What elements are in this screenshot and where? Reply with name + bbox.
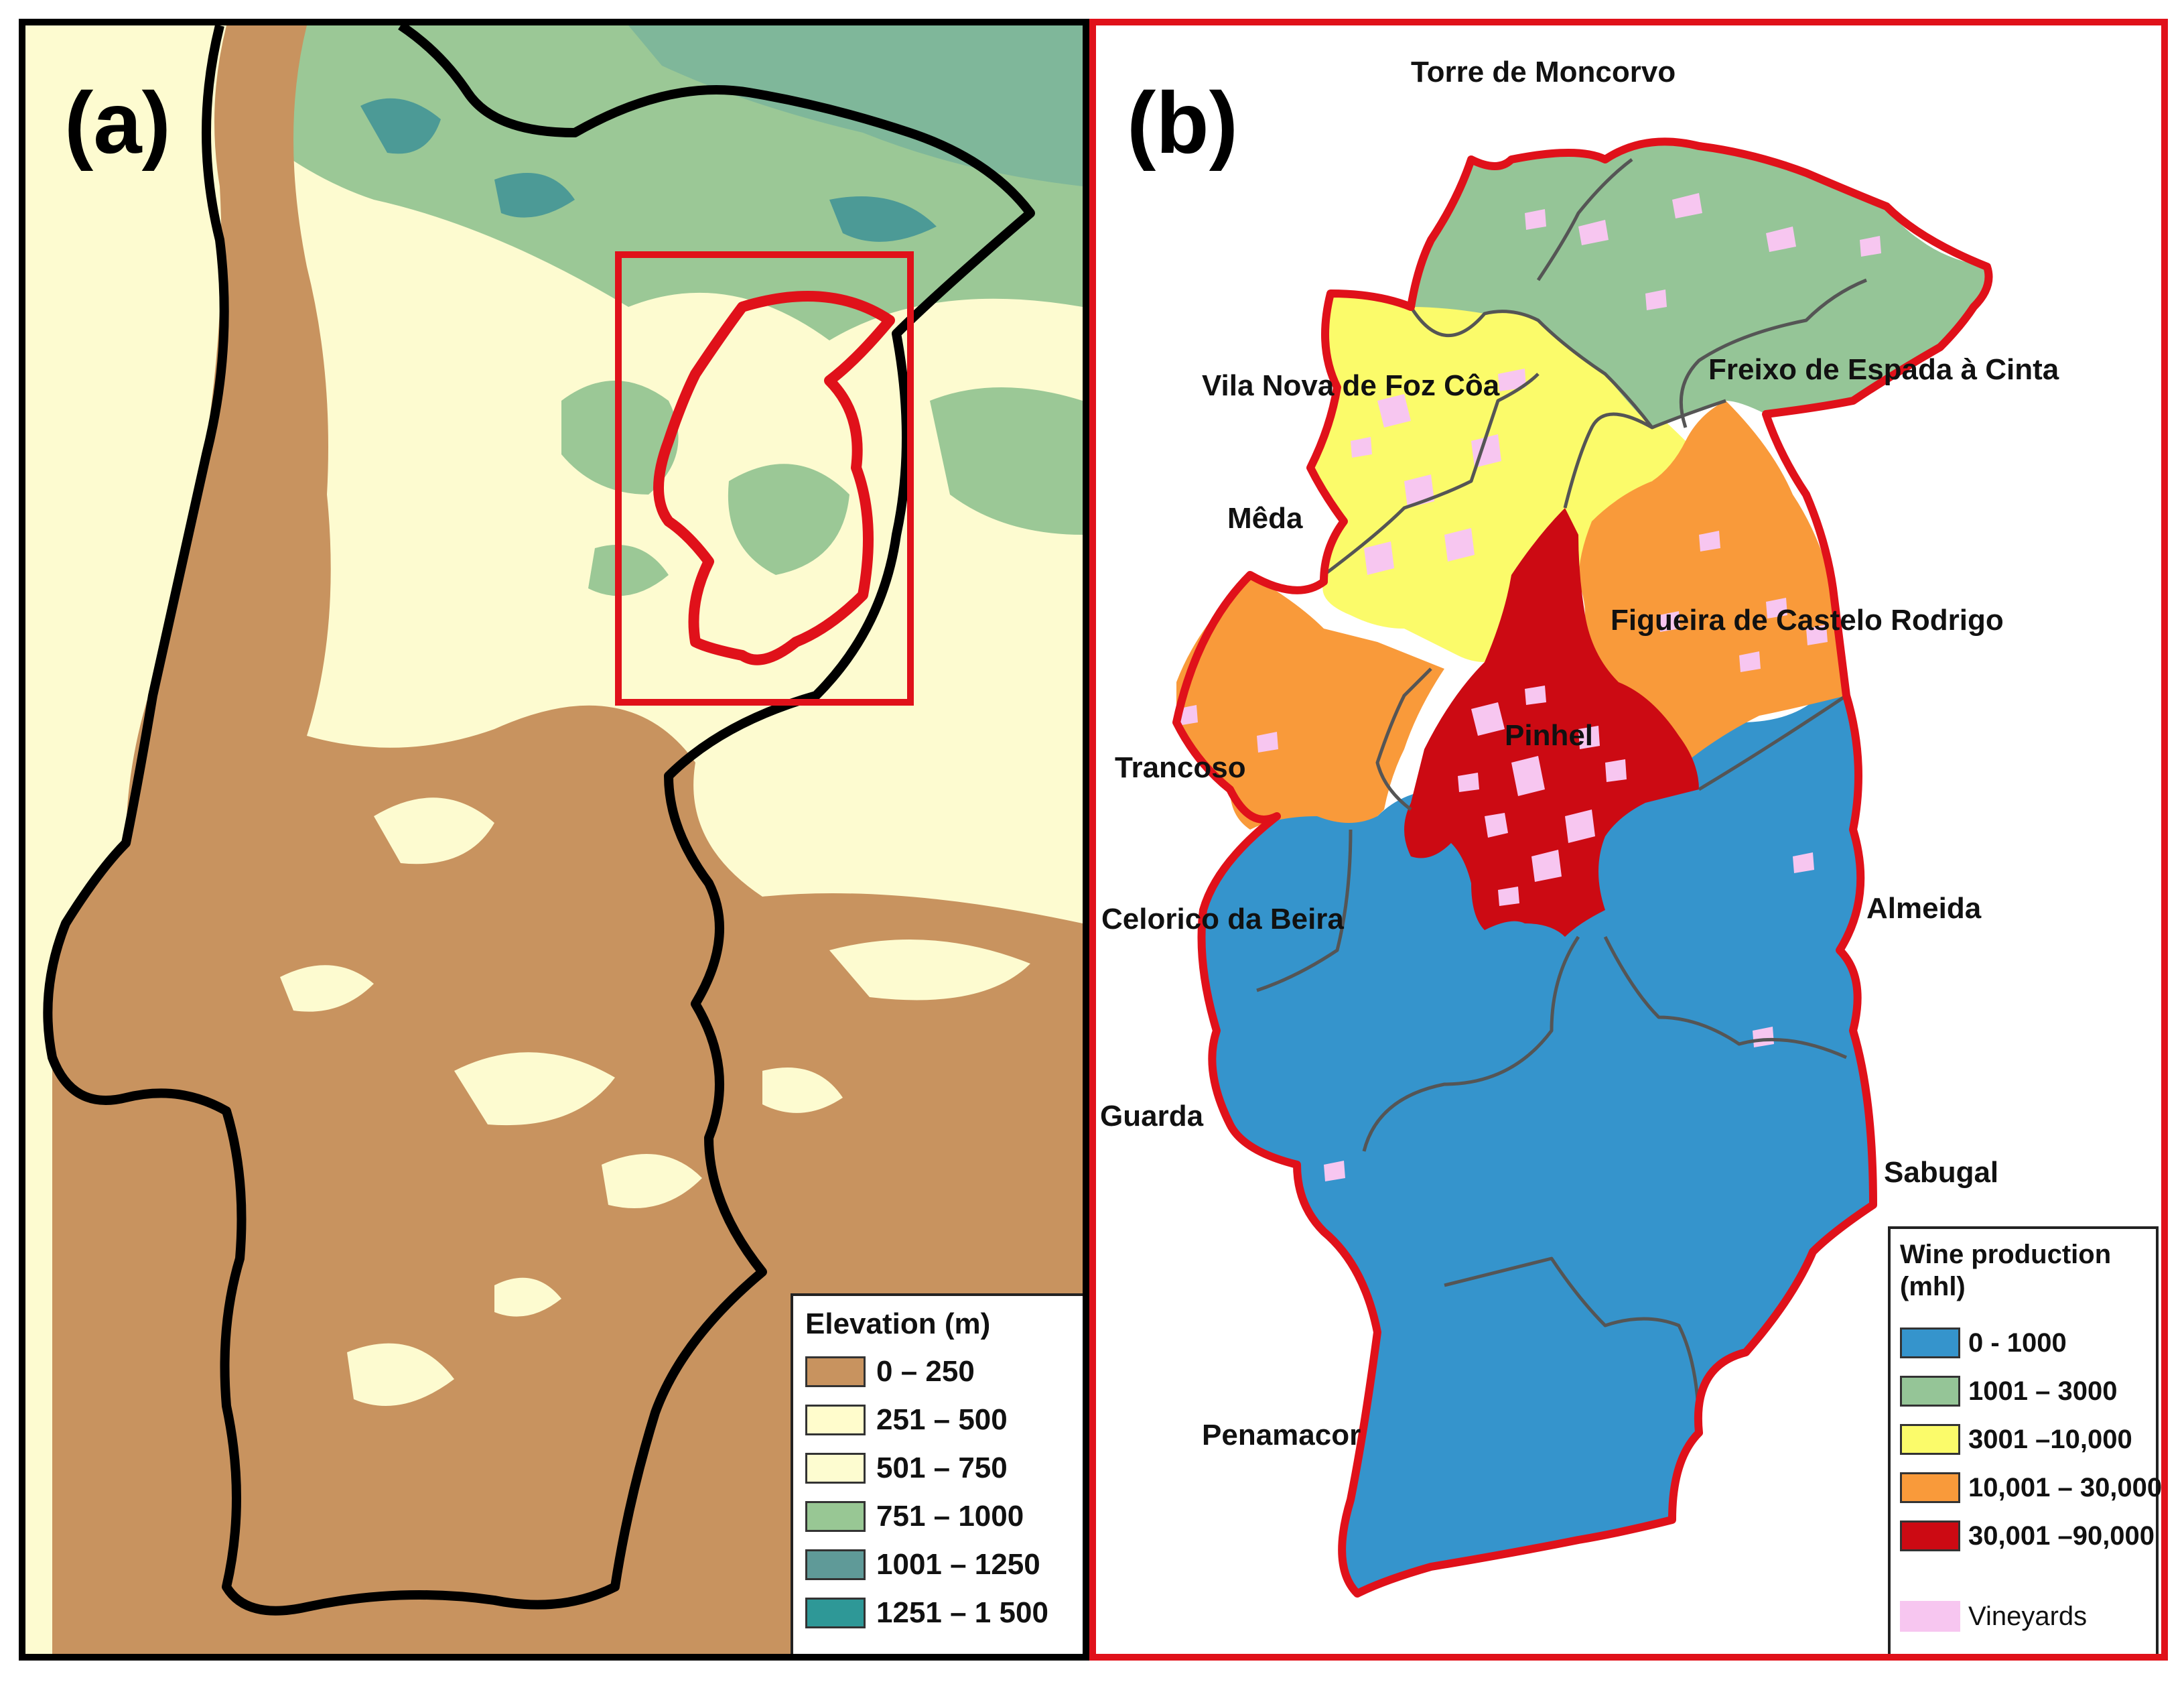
legend-swatch [1900,1328,1960,1358]
label-meda: Mêda [1227,502,1303,535]
label-trancoso: Trancoso [1115,751,1246,784]
region-figueira [1578,401,1846,763]
label-celorico-da-beira: Celorico da Beira [1101,903,1344,935]
legend-row: 30,001 –90,000 [1900,1512,2155,1560]
legend-swatch [1900,1521,1960,1551]
lowland-area [48,25,1083,1654]
wine-legend-title-line1: Wine production [1900,1240,2112,1269]
legend-row: 3001 –10,000 [1900,1415,2146,1464]
label-freixo-de-espada-a-cinta: Freixo de Espada à Cinta [1708,353,2059,386]
study-region-outline [653,291,895,665]
label-figueira-de-castelo-rodrigo: Figueira de Castelo Rodrigo [1611,604,2004,637]
region-foz-coa-meda [1310,280,1686,662]
inset-rectangle [615,251,914,706]
elevation-legend: Elevation (m) 0 – 250 251 – 500 501 – 75… [791,1293,1083,1654]
portugal-border [43,25,1035,1616]
region-pinhel [1404,508,1699,937]
label-guarda: Guarda [1100,1100,1204,1133]
legend-label: 1001 – 3000 [1968,1376,2118,1406]
wine-legend-title-line2: (mhl) [1900,1272,1966,1301]
legend-row: 1251 – 1 500 [805,1589,1075,1637]
legend-label: 751 – 1000 [876,1499,1024,1533]
panel-b-wine-map: (b) Torre de Moncorvo Freixo de Espada à… [1089,19,2168,1661]
legend-label: 0 – 250 [876,1354,975,1388]
legend-row: 0 – 250 [805,1348,1075,1396]
vineyard-speckles [1176,193,1881,1181]
label-vila-nova-de-foz-coa: Vila Nova de Foz Côa [1202,369,1500,402]
legend-swatch [805,1356,866,1387]
legend-label: 1001 – 1250 [876,1547,1040,1581]
panel-b-letter: (b) [1127,74,1238,172]
legend-swatch [805,1452,866,1484]
label-sabugal: Sabugal [1884,1156,1999,1189]
elevation-legend-title: Elevation (m) [805,1307,991,1340]
legend-label: 0 - 1000 [1968,1328,2067,1358]
legend-row: 0 - 1000 [1900,1319,2146,1367]
elevation-map [25,25,1083,1654]
legend-label: 1251 – 1 500 [876,1596,1048,1629]
municipal-boundaries [1256,158,1867,1433]
legend-swatch [805,1597,866,1628]
legend-row: 1001 – 3000 [1900,1367,2146,1415]
legend-swatch [805,1500,866,1532]
wine-production-map [1172,137,1993,1598]
legend-row: 1001 – 1250 [805,1541,1075,1589]
legend-label: 501 – 750 [876,1451,1008,1484]
label-penamacor: Penamacor [1202,1419,1361,1451]
region-0-1000 [1201,696,1873,1594]
region-moncorvo-freixo [1411,141,1989,428]
panel-a-letter: (a) [64,74,171,172]
legend-row: 10,001 – 30,000 [1900,1464,2161,1512]
wine-production-legend: Wine production (mhl) 0 - 1000 1001 – 30… [1888,1226,2161,1654]
legend-label: 10,001 – 30,000 [1968,1472,2163,1502]
vineyards-label: Vineyards [1968,1601,2088,1631]
legend-row-vineyards: Vineyards [1900,1592,2146,1640]
legend-row: 751 – 1000 [805,1492,1075,1541]
legend-swatch [1900,1376,1960,1407]
legend-label: 30,001 –90,000 [1968,1521,2155,1551]
legend-swatch [805,1404,866,1435]
label-almeida: Almeida [1866,892,1982,925]
legend-swatch [1900,1424,1960,1455]
study-region-boundary [1172,137,1993,1598]
label-pinhel: Pinhel [1505,719,1594,752]
panel-a-elevation-map: (a) Elevation (m) 0 – 250 251 – 500 501 … [19,19,1089,1661]
legend-row: 251 – 500 [805,1396,1075,1444]
vineyards-swatch [1900,1601,1960,1632]
legend-swatch [1900,1472,1960,1503]
label-torre-de-moncorvo: Torre de Moncorvo [1411,56,1676,88]
legend-row: 501 – 750 [805,1444,1075,1492]
legend-label: 251 – 500 [876,1403,1008,1436]
legend-swatch [805,1549,866,1580]
legend-label: 3001 –10,000 [1968,1424,2132,1454]
